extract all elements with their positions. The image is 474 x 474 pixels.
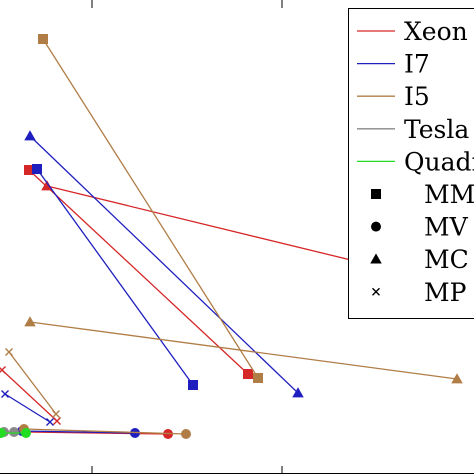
data-point-triangle xyxy=(24,316,36,327)
legend-label-mc: MC xyxy=(424,245,469,274)
legend-label-i5: I5 xyxy=(404,82,430,111)
data-point-cross xyxy=(0,366,6,374)
plot-area xyxy=(0,34,474,439)
legend-marker-cross xyxy=(372,287,380,296)
data-point-cross xyxy=(1,390,9,398)
data-point-cross xyxy=(46,418,54,426)
series-line-i5-triangle xyxy=(29,321,458,380)
series-i7 xyxy=(1,130,304,438)
data-point-circle xyxy=(181,429,191,439)
series-line-i7-triangle xyxy=(29,135,299,394)
series-line-i7-cross xyxy=(4,393,51,423)
series-line-i7-square xyxy=(36,168,194,386)
legend-label-tesla: Tesla xyxy=(404,115,469,144)
data-point-triangle xyxy=(451,373,463,384)
series-quadro xyxy=(0,428,31,438)
data-point-cross xyxy=(52,410,60,418)
legend-box xyxy=(348,8,474,319)
data-point-square xyxy=(243,369,253,379)
legend-label-xeon: Xeon xyxy=(404,17,468,46)
data-point-circle xyxy=(21,428,31,438)
legend-marker-square xyxy=(371,189,381,199)
series-line-xeon-cross xyxy=(1,369,58,422)
legend-label-quadro: Quadro xyxy=(404,147,474,176)
legend: Xeon I7 I5 Tesla Quadro MM MV MC MP xyxy=(348,8,474,319)
data-point-circle xyxy=(9,427,19,437)
data-point-cross xyxy=(53,417,61,425)
data-point-square xyxy=(38,34,48,44)
data-point-triangle xyxy=(24,130,36,141)
legend-marker-triangle xyxy=(370,253,382,264)
data-point-square xyxy=(253,373,263,383)
series-line-i5-square xyxy=(42,38,259,379)
legend-label-mm: MM xyxy=(424,180,474,209)
legend-label-mv: MV xyxy=(424,213,469,242)
data-point-circle xyxy=(0,428,6,438)
data-point-square xyxy=(188,380,198,390)
series-line-xeon-square xyxy=(28,169,249,375)
legend-label-mp: MP xyxy=(424,278,466,307)
legend-marker-circle xyxy=(371,221,381,232)
series-line-i5-cross xyxy=(8,351,57,415)
series-line-xeon-circle xyxy=(24,431,169,435)
data-point-triangle xyxy=(292,387,304,398)
data-point-cross xyxy=(5,348,13,356)
series-line-i7-circle xyxy=(21,430,136,434)
data-point-square xyxy=(32,164,42,174)
series-line-i5-circle xyxy=(23,428,187,435)
series-i5 xyxy=(5,34,463,439)
legend-label-i7: I7 xyxy=(404,50,430,79)
data-point-square xyxy=(24,165,34,175)
